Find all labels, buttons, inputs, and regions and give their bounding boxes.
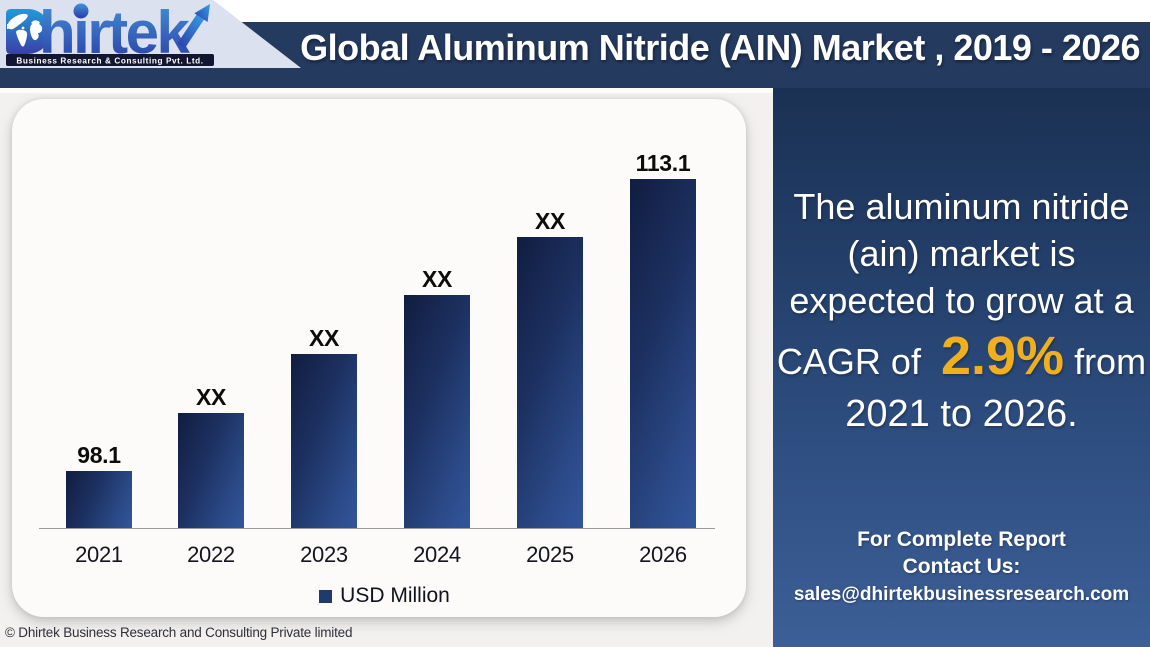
svg-text:Business Research & Consulting: Business Research & Consulting Pvt. Ltd. (16, 57, 203, 66)
